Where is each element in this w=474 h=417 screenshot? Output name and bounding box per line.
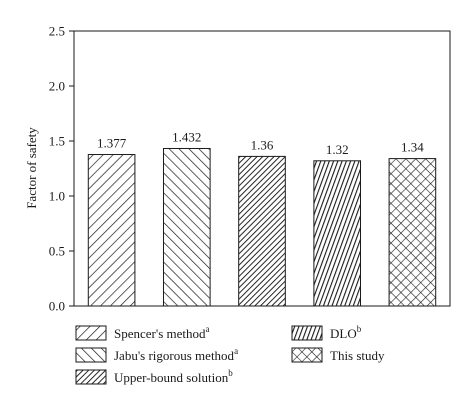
legend-label-text: This study	[330, 348, 385, 363]
y-tick-label: 2.0	[49, 79, 65, 94]
legend-label-text: DLO	[330, 326, 357, 341]
legend-label-superscript: b	[228, 368, 233, 378]
bar-2	[162, 147, 211, 307]
plot-frame	[73, 30, 451, 307]
bar-1	[87, 154, 136, 307]
legend-item-1: Spencer's methoda	[75, 324, 210, 341]
bar-3	[238, 155, 286, 307]
legend-label-text: Upper-bound solution	[114, 370, 229, 385]
legend-label-superscript: b	[357, 324, 362, 334]
legend-swatch	[75, 347, 107, 363]
legend-label: Upper-bound solutionb	[114, 368, 233, 385]
bar-value-label: 1.432	[172, 129, 201, 144]
legend-label-superscript: a	[206, 324, 210, 334]
y-axis-title: Factor of safety	[24, 127, 39, 209]
y-tick-label: 0.5	[49, 244, 65, 259]
legend-label: This study	[330, 348, 385, 363]
bar-value-label: 1.36	[251, 137, 274, 152]
legend-swatch	[291, 325, 323, 341]
legend-label-superscript: a	[234, 346, 238, 356]
y-tick-label: 1.0	[49, 189, 65, 204]
legend-label: DLOb	[330, 324, 362, 341]
y-axis-ticks: 0.0 0.5 1.0 1.5 2.0 2.5	[49, 24, 74, 314]
data-labels: 1.377 1.432 1.36 1.32 1.34	[97, 129, 424, 156]
legend-label-text: Spencer's method	[114, 326, 206, 341]
legend-label: Spencer's methoda	[114, 324, 210, 341]
bar-value-label: 1.32	[326, 142, 349, 157]
y-tick-label: 1.5	[49, 134, 65, 149]
legend-label-text: Jabu's rigorous method	[114, 348, 235, 363]
bars	[87, 147, 437, 307]
bar-value-label: 1.34	[401, 140, 424, 155]
bar-5	[388, 158, 437, 307]
legend-item-4: DLOb	[291, 324, 362, 341]
y-tick-label: 0.0	[49, 299, 65, 314]
bar-value-label: 1.377	[97, 136, 127, 151]
legend-label: Jabu's rigorous methoda	[114, 346, 238, 363]
legend-swatch	[291, 347, 323, 363]
legend-item-3: Upper-bound solutionb	[75, 368, 233, 385]
bar-4	[313, 160, 362, 307]
legend-swatch	[75, 369, 107, 385]
y-tick-label: 2.5	[49, 24, 65, 39]
legend-swatch	[75, 325, 107, 341]
legend-item-2: Jabu's rigorous methoda	[75, 346, 238, 363]
legend-item-5: This study	[291, 347, 385, 363]
